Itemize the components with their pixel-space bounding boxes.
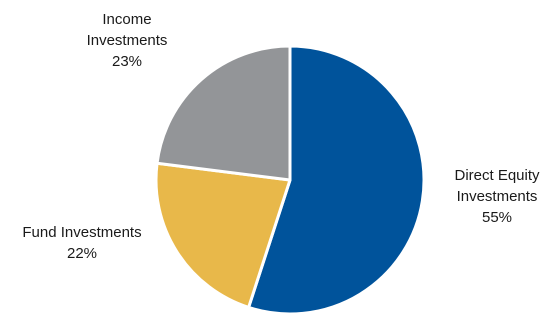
pie-slice-fund	[154, 161, 292, 309]
pie-label-fund: Fund Investments 22%	[22, 224, 141, 262]
pie-slice-income	[155, 44, 292, 182]
pie-label-line: 55%	[482, 209, 512, 226]
pie-label-line: 22%	[67, 245, 97, 262]
pie-label-line: Income	[102, 11, 151, 28]
pie-label-line: Fund Investments	[22, 224, 141, 241]
pie-slices	[154, 44, 426, 316]
pie-label-direct-equity: Direct Equity Investments 55%	[454, 167, 540, 226]
pie-label-line: Direct Equity	[454, 167, 540, 184]
pie-label-income: Income Investments 23%	[87, 11, 168, 70]
pie-label-line: Investments	[87, 32, 168, 49]
pie-slice-direct-equity	[247, 44, 426, 316]
pie-labels: Direct Equity Investments 55% Fund Investme…	[22, 11, 540, 262]
pie-label-line: 23%	[112, 53, 142, 70]
pie-label-line: Investments	[457, 188, 538, 205]
